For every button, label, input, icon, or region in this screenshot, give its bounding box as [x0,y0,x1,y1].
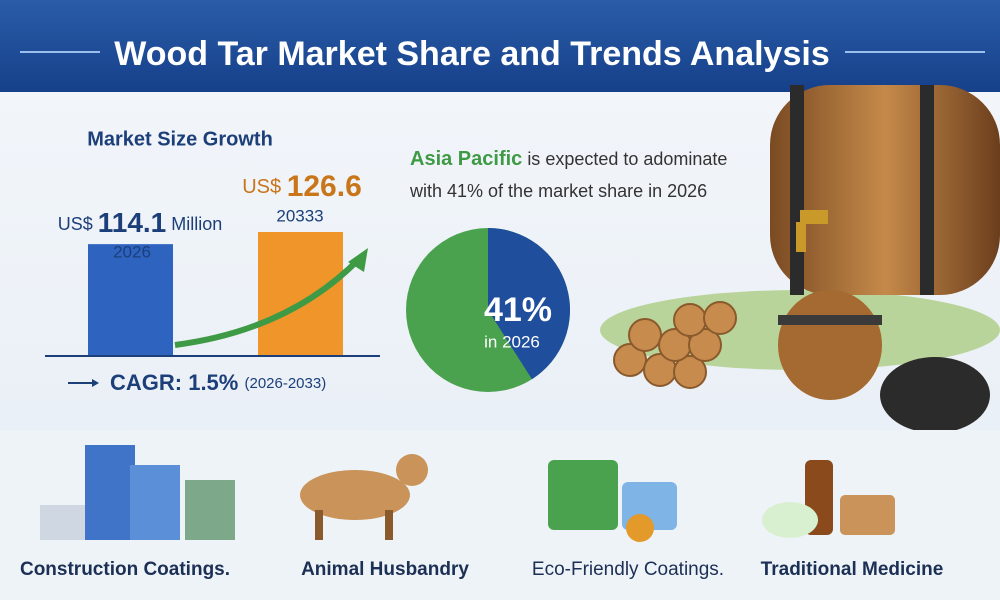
bar [88,244,173,355]
bar [258,232,343,355]
barrel-illustration [600,85,1000,433]
application-label: Traditional Medicine [761,559,944,580]
title-banner [0,0,1000,92]
region-text: Asia Pacific is expected to adominate [410,148,727,170]
application-label: Animal Husbandry [301,559,469,580]
cagr: CAGR: 1.5% (2026-2033) [110,370,326,395]
bars [88,232,343,355]
cagr-arrow-head [92,379,99,387]
region-name: Asia Pacific [410,148,522,170]
pie-slice [488,228,570,380]
currency: US$ [242,176,281,198]
year: 20333 [276,206,323,225]
unit: Million [171,214,222,234]
growth-arrow [174,255,363,348]
region-desc: is expected to adominate [527,149,727,169]
value-label: 114.1 [98,207,167,238]
bar-label: US$ 114.1 Million [58,207,223,238]
applications: Construction Coatings. Animal Husbandry Ec… [20,559,943,580]
cagr-label: CAGR: 1.5% [110,370,238,395]
share-year: in 2026 [484,332,540,351]
region-detail: with 41% of the market share in 2026 [409,181,707,201]
share-label: 41% [484,291,552,329]
currency: US$ [58,214,93,234]
pie [488,228,570,380]
arrow-head [348,248,368,272]
year: 2026 [113,242,151,261]
section-title: Market Size Growth [87,128,273,150]
application-label: Construction Coatings. [20,559,230,580]
title: Wood Tar Market Share and Trends Analysi… [114,35,829,73]
application-label: Eco-Friendly Coatings. [532,559,724,580]
app-icons [40,445,895,542]
bar-label: US$ 126.6 [242,170,362,203]
value-label: 126.6 [287,170,362,203]
cagr-period: (2026-2033) [244,375,326,392]
